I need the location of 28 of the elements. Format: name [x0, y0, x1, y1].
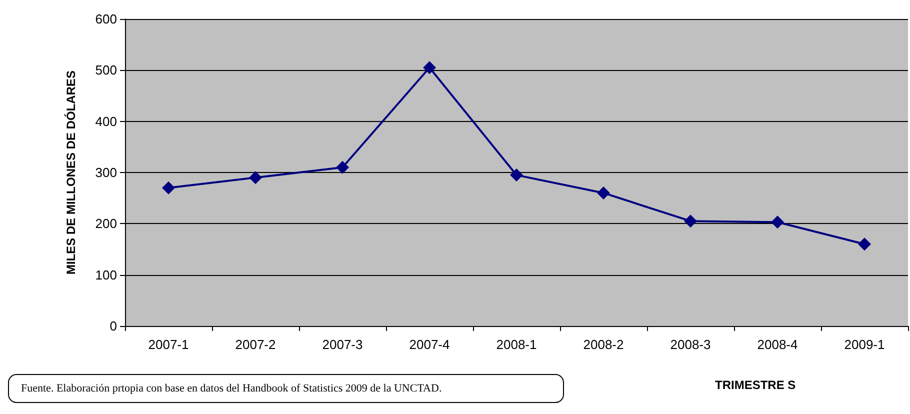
x-tick-label: 2008-4 — [757, 337, 798, 352]
point — [858, 238, 871, 251]
point — [597, 186, 610, 200]
point — [249, 171, 262, 184]
point — [336, 160, 349, 174]
y-axis-title: MILES DE MILLONES DE DÓLARES — [64, 70, 78, 275]
x-tick-label: 2007-3 — [322, 337, 363, 352]
y-tick-label: 400 — [95, 114, 117, 129]
point — [510, 168, 523, 182]
point — [162, 181, 175, 194]
x-tick-label: 2007-2 — [235, 337, 276, 352]
x-tick-label: 2007-1 — [148, 337, 189, 352]
x-tick-label: 2008-1 — [496, 337, 537, 352]
x-tick-label: 2008-2 — [583, 337, 624, 352]
x-axis-title: TRIMESTRE S — [715, 378, 796, 392]
point — [771, 216, 784, 229]
x-tick-label: 2007-4 — [409, 337, 450, 352]
x-tick-label: 2008-3 — [670, 337, 711, 352]
point — [684, 214, 697, 228]
y-tick-label: 600 — [95, 12, 117, 26]
point — [423, 61, 436, 74]
y-tick-label: 300 — [95, 165, 117, 180]
y-tick-label: 500 — [95, 62, 117, 78]
y-tick-label: 0 — [110, 318, 117, 334]
source-note: Fuente. Elaboración prtopia con base en datos del Handbook of Statistics 2009 de la UNCTAD. — [21, 382, 442, 394]
y-tick-label: 200 — [95, 216, 117, 232]
x-tick-label: 2009-1 — [844, 337, 885, 352]
y-tick-label: 100 — [95, 267, 117, 282]
